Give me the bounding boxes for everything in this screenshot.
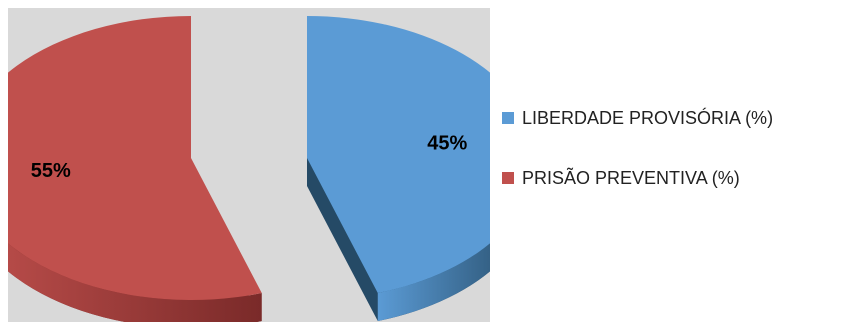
- pie-slice-liberdade-provisoria: [307, 16, 490, 322]
- legend: LIBERDADE PROVISÓRIA (%) PRISÃO PREVENTI…: [502, 104, 773, 224]
- data-label-prisao-preventiva: 55%: [31, 160, 71, 182]
- data-label-liberdade-provisoria: 45%: [427, 133, 467, 155]
- legend-label-prisao-preventiva: PRISÃO PREVENTIVA (%): [522, 167, 740, 188]
- pie-chart: 45% 55%: [8, 8, 490, 322]
- legend-label-liberdade-provisoria: LIBERDADE PROVISÓRIA (%): [522, 107, 774, 128]
- legend-swatch-prisao-preventiva: [502, 172, 514, 184]
- pie-slice-top-liberdade-provisoria: [307, 16, 490, 294]
- pie-slice-rim-liberdade-provisoria: [377, 243, 490, 322]
- pie-slice-prisao-preventiva: [8, 16, 262, 322]
- pie-slice-rim-prisao-preventiva: [8, 243, 262, 322]
- legend-item-prisao-preventiva: PRISÃO PREVENTIVA (%): [502, 164, 773, 192]
- plot-area: 45% 55%: [8, 8, 490, 322]
- legend-item-liberdade-provisoria: LIBERDADE PROVISÓRIA (%): [502, 104, 773, 132]
- pie-slice-top-prisao-preventiva: [8, 16, 262, 300]
- legend-swatch-liberdade-provisoria: [502, 112, 514, 124]
